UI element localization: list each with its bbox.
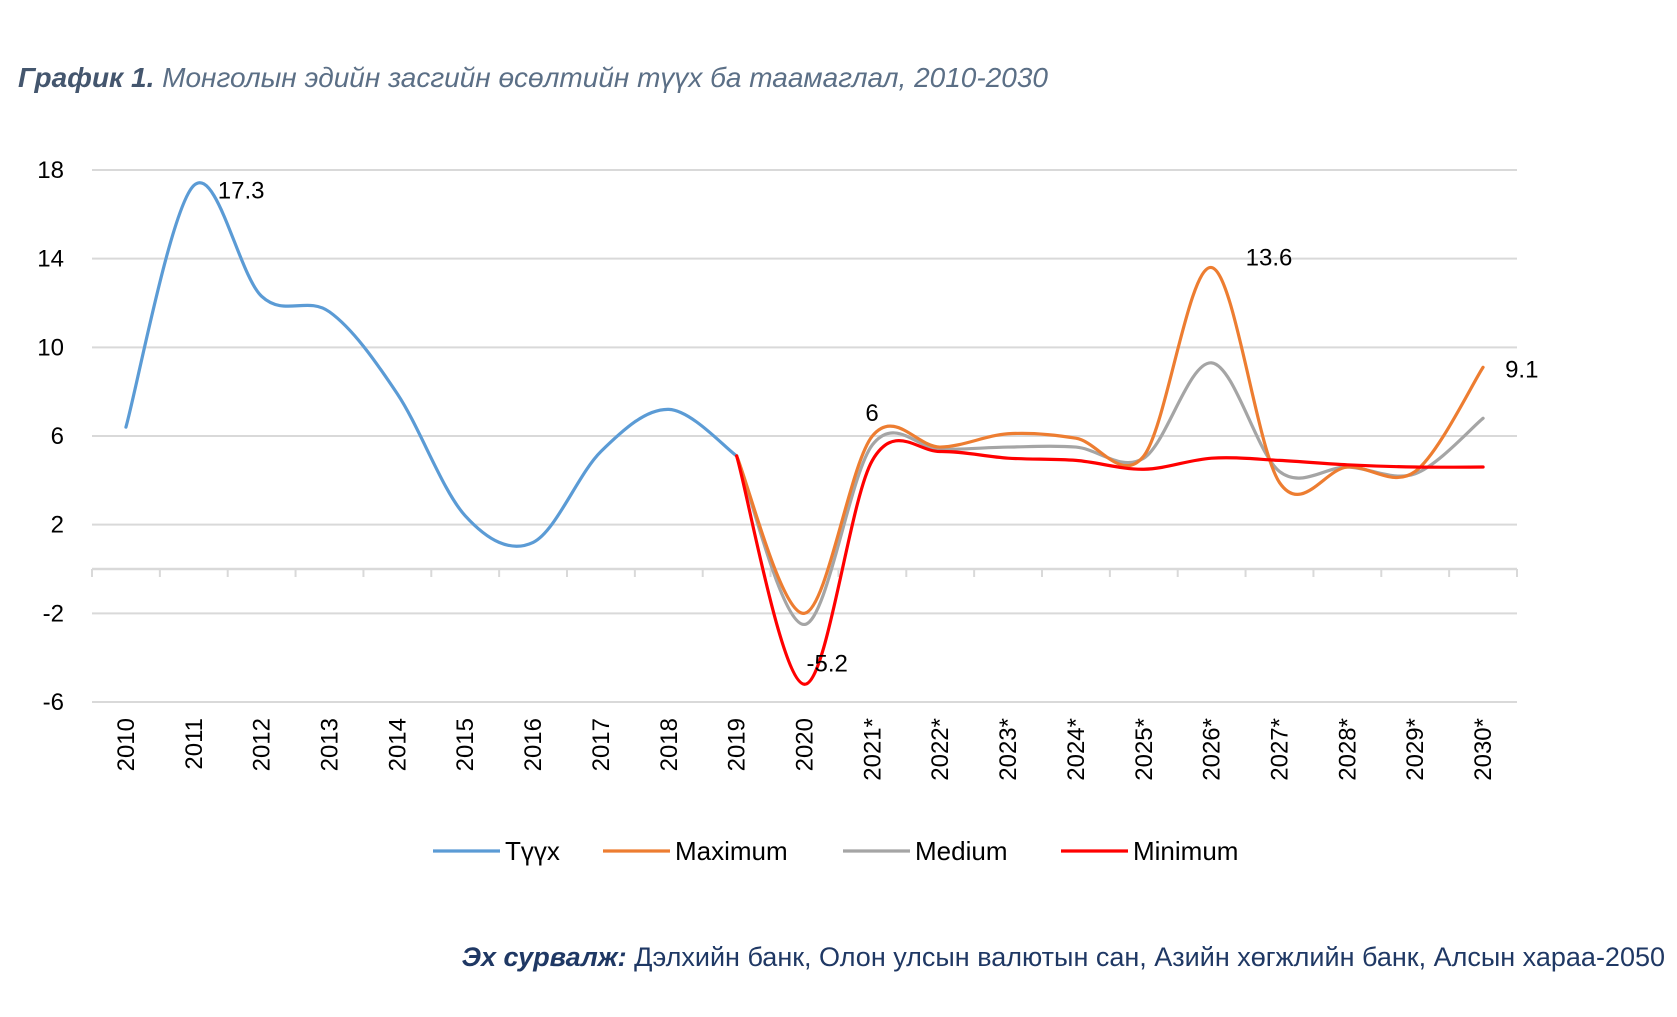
x-tick-label: 2011 [181,718,208,770]
y-tick-label: -2 [43,600,64,627]
data-label: 6 [865,400,878,427]
y-tick-label: 2 [51,512,64,539]
x-tick-label: 2024* [1063,718,1090,781]
chart-title-lead: График 1. [18,62,155,93]
data-labels: 17.3 6 -5.2 13.6 9.1 [218,178,1539,678]
x-tick-label: 2014 [384,718,411,771]
legend-label: Minimum [1133,836,1238,866]
x-tick-label: 2028* [1334,718,1361,781]
data-label: 13.6 [1246,245,1293,272]
x-tick-label: 2019 [724,718,751,771]
x-tick-label: 2026* [1199,718,1226,781]
data-label: 9.1 [1505,356,1538,383]
data-label: 17.3 [218,178,265,205]
x-tick-label: 2029* [1402,718,1429,781]
source-note: Эх сурвалж: Дэлхийн банк, Олон улсын вал… [462,942,1665,973]
chart-title-text: Монголын эдийн засгийн өсөлтийн түүх ба … [154,62,1048,93]
y-axis-ticks: 18 14 10 6 2 -2 -6 [37,157,64,716]
legend-label: Түүх [505,836,560,866]
x-tick-label: 2017 [588,718,615,771]
source-text: Дэлхийн банк, Олон улсын валютын сан, Аз… [626,942,1665,972]
x-tick-label: 2025* [1131,718,1158,781]
series-line-1 [735,265,1485,615]
y-tick-label: 6 [51,423,64,450]
x-axis [91,567,1518,577]
x-axis-ticks: 2010 2011 2012 2013 2014 2015 2016 2017 2018 2019… [113,718,1497,781]
x-tick-label: 2022* [927,718,954,781]
y-tick-label: -6 [43,689,64,716]
x-tick-label: 2010 [113,718,140,771]
chart-title: График 1. Монголын эдийн засгийн өсөлтий… [18,62,1048,94]
legend-label: Medium [915,836,1007,866]
x-tick-label: 2027* [1267,718,1294,781]
legend-label: Maximum [675,836,788,866]
x-tick-label: 2020 [792,718,819,771]
series-lines [124,181,1485,686]
data-label: -5.2 [807,650,848,677]
x-tick-label: 2012 [249,718,276,771]
x-tick-label: 2021* [859,718,886,781]
x-tick-label: 2013 [317,718,344,771]
gridlines [92,169,1517,703]
y-tick-label: 10 [37,334,64,361]
x-tick-label: 2015 [452,718,479,771]
x-tick-label: 2016 [520,718,547,771]
y-tick-label: 18 [37,157,64,184]
y-tick-label: 14 [37,246,64,273]
x-tick-label: 2018 [656,718,683,771]
series-line-0 [124,181,739,548]
x-tick-label: 2030* [1470,718,1497,781]
source-lead: Эх сурвалж: [461,942,627,972]
series-line-3 [735,439,1485,686]
x-tick-label: 2023* [995,718,1022,781]
legend: Түүх Maximum Medium Minimum [433,836,1238,866]
